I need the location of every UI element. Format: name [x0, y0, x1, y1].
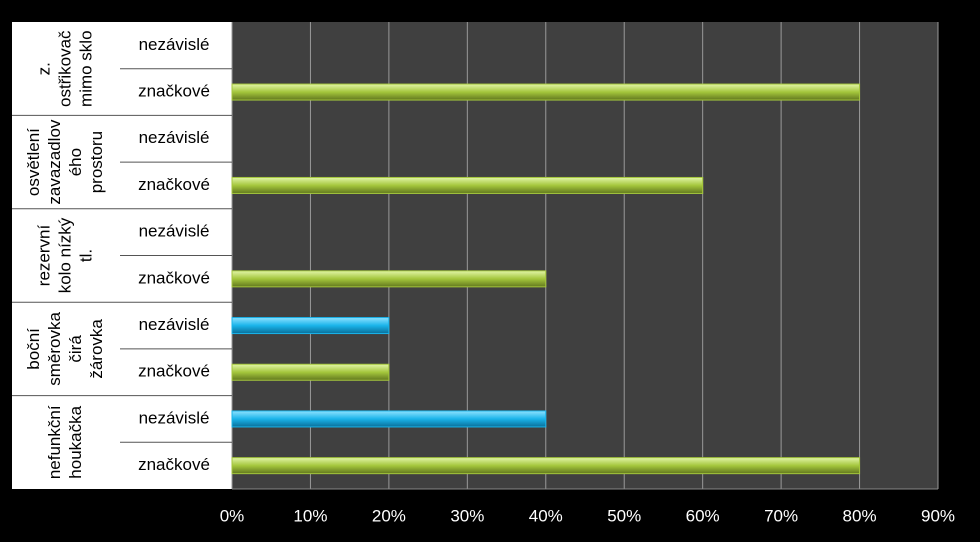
x-tick-label: 70% — [764, 506, 798, 525]
x-tick-label: 60% — [686, 506, 720, 525]
group-label: osvětlení — [24, 128, 43, 196]
group-label: tl. — [76, 249, 95, 262]
group-label: nefunkční — [45, 405, 64, 479]
bar — [231, 363, 390, 381]
group-label: ého — [66, 148, 85, 176]
bar — [231, 270, 547, 288]
group-label: z. — [34, 62, 53, 75]
category-label: nezávislé — [139, 35, 210, 54]
category-label: nezávislé — [139, 315, 210, 334]
group-label: zavazadlov — [45, 119, 64, 205]
category-label: značkové — [138, 268, 210, 287]
group-label: prostoru — [87, 131, 106, 193]
bar — [231, 410, 547, 428]
category-label: značkové — [138, 175, 210, 194]
category-label: nezávislé — [139, 408, 210, 427]
bar — [231, 176, 704, 194]
group-label: boční — [24, 328, 43, 370]
x-tick-label: 40% — [529, 506, 563, 525]
x-tick-label: 30% — [450, 506, 484, 525]
category-label: značkové — [138, 82, 210, 101]
group-label: čirá — [66, 335, 85, 363]
group-label: směrovka — [45, 312, 64, 386]
x-tick-label: 20% — [372, 506, 406, 525]
category-label: značkové — [138, 362, 210, 381]
bar — [231, 83, 861, 101]
x-tick-label: 50% — [607, 506, 641, 525]
x-tick-label: 90% — [921, 506, 955, 525]
category-label: značkové — [138, 455, 210, 474]
group-label: kolo nízký — [55, 217, 74, 293]
group-label: žárovka — [87, 319, 106, 379]
x-tick-label: 80% — [843, 506, 877, 525]
group-label: houkačka — [66, 405, 85, 478]
group-label: rezervní — [34, 225, 53, 287]
group-label: ostřikovač — [55, 30, 74, 107]
x-tick-label: 10% — [293, 506, 327, 525]
bar — [231, 457, 861, 475]
category-label: nezávislé — [139, 128, 210, 147]
category-label: nezávislé — [139, 222, 210, 241]
group-label: mimo sklo — [76, 30, 95, 107]
x-tick-label: 0% — [220, 506, 245, 525]
bar — [231, 317, 390, 335]
